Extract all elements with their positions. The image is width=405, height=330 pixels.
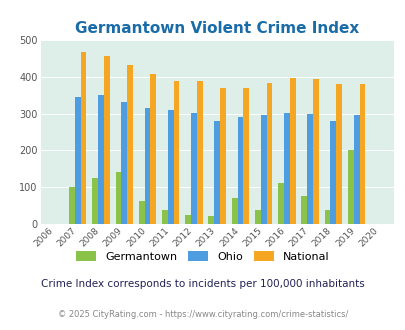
Bar [173,82,179,224]
Bar [139,201,144,224]
Bar [289,78,295,224]
Bar [167,110,173,224]
Bar [127,65,133,224]
Bar [191,113,196,224]
Bar [353,115,359,224]
Bar [324,210,330,224]
Bar [335,83,341,224]
Bar [277,183,284,224]
Legend: Germantown, Ohio, National: Germantown, Ohio, National [72,247,333,266]
Bar [185,215,191,224]
Bar [144,108,150,224]
Bar [243,88,249,224]
Bar [98,95,104,224]
Bar [150,74,156,224]
Bar [69,187,75,224]
Bar [231,198,237,224]
Bar [196,82,202,224]
Bar [284,113,289,224]
Title: Germantown Violent Crime Index: Germantown Violent Crime Index [75,21,358,36]
Text: © 2025 CityRating.com - https://www.cityrating.com/crime-statistics/: © 2025 CityRating.com - https://www.city… [58,310,347,319]
Bar [254,210,260,224]
Bar [347,150,353,224]
Bar [266,83,272,224]
Bar [301,196,307,224]
Bar [214,121,220,224]
Bar [115,172,121,224]
Bar [75,97,81,224]
Bar [260,115,266,224]
Bar [330,120,335,224]
Bar [312,79,318,224]
Text: Crime Index corresponds to incidents per 100,000 inhabitants: Crime Index corresponds to incidents per… [41,279,364,289]
Bar [237,117,243,224]
Bar [208,216,214,224]
Bar [121,102,127,224]
Bar [104,56,109,224]
Bar [220,88,225,224]
Bar [81,52,86,224]
Bar [162,210,167,224]
Bar [359,84,364,224]
Bar [307,114,312,224]
Bar [92,178,98,224]
